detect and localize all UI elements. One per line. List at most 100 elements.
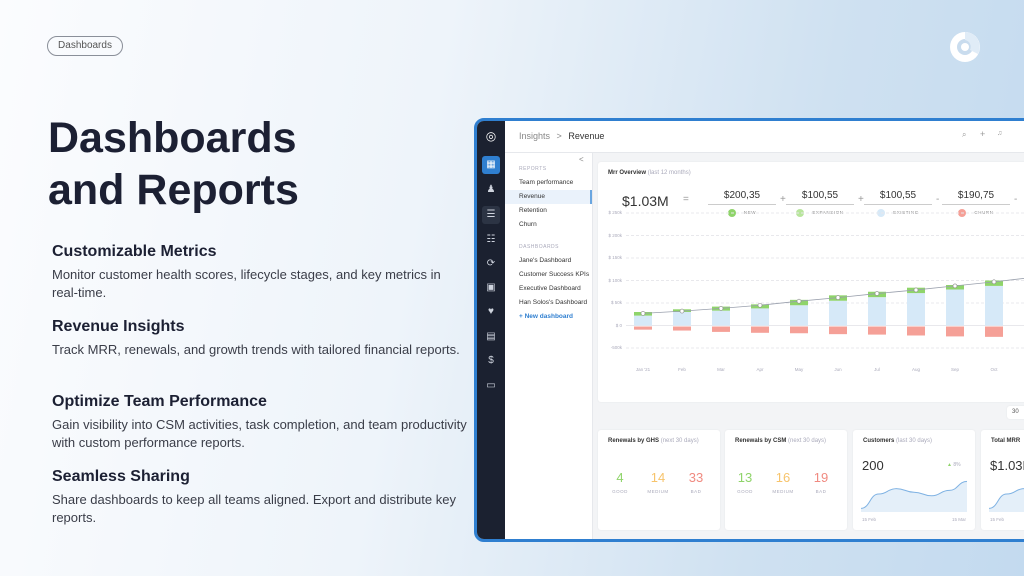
x-tick-label: Jun — [834, 367, 842, 372]
nav-team-performance[interactable]: Team performance — [519, 179, 574, 186]
customers-title: Customers — [863, 438, 895, 444]
nav-churn[interactable]: Churn — [519, 221, 537, 228]
breadcrumb-separator: > — [556, 131, 562, 141]
y-tick-label: $ 100k — [608, 277, 622, 283]
total-mrr-sparkline — [989, 488, 1024, 512]
mrr-title: Mrr Overview (last 12 months) — [608, 170, 691, 176]
bar-churn — [751, 326, 769, 333]
x-tick-label: Feb — [678, 367, 686, 372]
bar-existing — [673, 312, 691, 326]
bar-existing — [985, 285, 1003, 326]
x-tick-label: Jan '21 — [635, 367, 651, 372]
calculator-icon[interactable]: ▤ — [486, 331, 496, 342]
equals-sign: = — [683, 194, 689, 205]
breadcrumb-insights[interactable]: Insights — [519, 131, 551, 141]
dollar-icon[interactable]: $ — [488, 355, 494, 366]
bar-existing — [868, 297, 886, 326]
health-icon[interactable]: ♥ — [488, 306, 494, 317]
dashboard-grid-icon[interactable]: ▦ — [482, 156, 500, 174]
sparkline-line — [989, 488, 1024, 509]
total-mrr-value: $1.03M — [990, 458, 1024, 473]
reports-header: REPORTS — [519, 166, 547, 172]
page-title: Dashboards and Reports — [48, 114, 299, 214]
nav-cs-kpis[interactable]: Customer Success KPIs — [519, 271, 590, 278]
bar-existing — [790, 305, 808, 326]
nav-retention[interactable]: Retention — [519, 207, 547, 214]
renewals-ghs-card: Renewals by GHS (next 30 days) 4 GOOD 14 M… — [598, 430, 720, 530]
feature-seamless-sharing: Seamless Sharing Share dashboards to keep… — [52, 468, 456, 525]
trend-point — [835, 295, 841, 300]
total-mrr-title: Total MRR — [991, 438, 1021, 444]
top-bar: Insights > Revenue ⌕ + ♫ — [505, 121, 1024, 153]
sparkline-line — [861, 480, 967, 509]
customers-end-date: 15 Mar — [951, 517, 966, 522]
mrr-total: $1.03M — [622, 193, 669, 209]
y-tick-label: $ 0 — [615, 322, 622, 328]
brand-logo-icon — [950, 32, 980, 62]
app-logo-icon: ◎ — [485, 129, 497, 143]
secondary-nav: < REPORTS Team performance Revenue Reten… — [505, 153, 593, 539]
customers-change: ▲ 8% — [947, 462, 961, 468]
total-mrr-start-date: 15 Feb — [990, 517, 1005, 522]
play-icon[interactable]: ▣ — [486, 282, 496, 293]
customers-card: Customers (last 30 days) 200 ▲ 8% 15 Feb… — [853, 430, 975, 530]
nav-executive-dashboard[interactable]: Executive Dashboard — [519, 285, 581, 292]
operator: + — [858, 194, 864, 205]
x-tick-label: Sep — [950, 367, 959, 372]
y-tick-label: -500k — [610, 345, 622, 350]
bar-existing — [907, 293, 925, 326]
new-dashboard-link[interactable]: + New dashboard — [519, 313, 573, 320]
trend-point — [718, 306, 724, 311]
customers-start-date: 15 Feb — [862, 517, 877, 522]
trend-point — [874, 291, 880, 296]
hierarchy-icon[interactable]: ☷ — [486, 234, 496, 245]
bar-churn — [985, 326, 1003, 337]
nav-revenue[interactable]: Revenue — [505, 190, 592, 204]
refresh-icon[interactable]: ⟳ — [486, 258, 496, 269]
operator: - — [1014, 194, 1018, 205]
app-sidebar: ◎ ▦ ♟ ☰ ☷ ⟳ ▣ ♥ ▤ $ ▭ — [477, 121, 505, 539]
y-tick-label: $ 50k — [610, 300, 622, 305]
up-arrow-icon: ▲ — [947, 462, 952, 468]
bar-churn — [868, 326, 886, 335]
x-tick-label: Apr — [756, 367, 764, 372]
trend-point — [952, 283, 958, 289]
range-button[interactable]: 30 — [1007, 406, 1024, 419]
bar-churn — [634, 326, 652, 330]
bar-churn — [712, 326, 730, 332]
trend-point — [913, 287, 919, 293]
term-value: $100,55 — [786, 190, 854, 205]
bar-churn — [790, 326, 808, 334]
y-tick-label: $ 150k — [608, 255, 622, 260]
nav-janes-dashboard[interactable]: Jane's Dashboard — [519, 257, 572, 264]
trend-point — [991, 279, 997, 285]
y-tick-label: $ 250k — [608, 210, 622, 215]
search-icon[interactable]: ⌕ — [962, 130, 967, 139]
term-value: $190,75 — [942, 190, 1010, 205]
customers-subtitle: (last 30 days) — [896, 438, 933, 444]
users-icon[interactable]: ♟ — [486, 184, 496, 195]
x-tick-label: Mar — [717, 367, 725, 372]
ghs-bad: 33 BAD — [688, 470, 704, 494]
nav-han-solos-dashboard[interactable]: Han Solos's Dashboard — [519, 299, 588, 306]
renewals-ghs-subtitle: (next 30 days) — [660, 438, 699, 444]
customers-sparkline — [861, 480, 967, 512]
message-icon[interactable]: ▭ — [486, 380, 496, 391]
bar-churn — [946, 326, 964, 337]
csm-medium: 16 MEDIUM — [772, 470, 794, 494]
bell-icon[interactable]: ♫ — [997, 130, 1003, 137]
trend-point — [757, 302, 763, 308]
bar-existing — [829, 300, 847, 326]
collapse-icon[interactable]: < — [579, 155, 584, 164]
dashboards-header: DASHBOARDS — [519, 244, 560, 250]
operator: + — [780, 194, 786, 205]
term-label: NEW — [743, 210, 757, 216]
sparkline-area — [861, 481, 967, 512]
csm-good: 13 GOOD — [737, 470, 753, 494]
add-icon[interactable]: + — [980, 129, 986, 139]
list-icon[interactable]: ☰ — [482, 206, 500, 224]
total-mrr-card: Total MRR $1.03M 15 Feb — [981, 430, 1024, 530]
trend-point — [640, 311, 646, 316]
customers-value: 200 — [862, 458, 884, 473]
legend-dot-icon — [796, 209, 805, 217]
